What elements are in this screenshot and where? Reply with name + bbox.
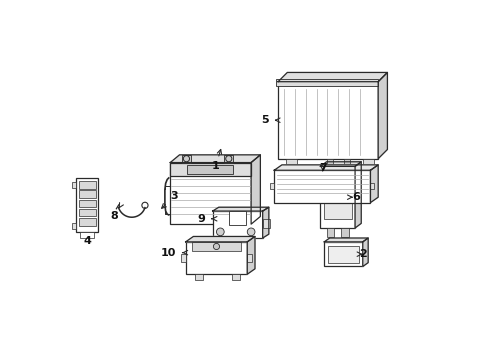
- Bar: [341, 228, 349, 237]
- Polygon shape: [247, 237, 255, 274]
- Circle shape: [213, 243, 220, 249]
- Bar: [274, 170, 370, 203]
- Bar: [370, 183, 374, 189]
- Bar: [78, 209, 96, 216]
- Bar: [80, 232, 94, 238]
- Bar: [270, 183, 274, 189]
- Bar: [186, 242, 247, 274]
- Bar: [324, 242, 363, 266]
- Polygon shape: [213, 207, 269, 211]
- Text: 4: 4: [83, 236, 91, 246]
- Bar: [323, 172, 352, 219]
- Bar: [171, 163, 251, 176]
- Polygon shape: [324, 238, 368, 242]
- Bar: [224, 155, 233, 163]
- Bar: [187, 165, 233, 174]
- Polygon shape: [251, 155, 260, 224]
- Polygon shape: [274, 165, 378, 170]
- Bar: [229, 211, 245, 225]
- Bar: [78, 181, 96, 189]
- Polygon shape: [370, 165, 378, 203]
- Circle shape: [247, 228, 255, 236]
- Polygon shape: [320, 162, 361, 166]
- Text: 2: 2: [357, 249, 367, 259]
- Bar: [363, 159, 373, 165]
- Bar: [276, 80, 378, 86]
- Bar: [327, 228, 334, 237]
- Text: 7: 7: [319, 163, 327, 173]
- Polygon shape: [355, 162, 361, 228]
- Bar: [322, 166, 354, 174]
- Text: 9: 9: [198, 214, 217, 224]
- Text: 3: 3: [162, 192, 178, 208]
- Polygon shape: [263, 207, 269, 238]
- Polygon shape: [363, 238, 368, 266]
- Bar: [232, 274, 240, 280]
- Bar: [320, 166, 355, 228]
- Text: 10: 10: [161, 248, 188, 258]
- Bar: [73, 182, 76, 188]
- Text: 8: 8: [110, 203, 123, 221]
- Bar: [343, 159, 350, 166]
- Bar: [181, 254, 186, 262]
- Polygon shape: [186, 237, 255, 242]
- Bar: [247, 254, 252, 262]
- Bar: [78, 190, 96, 198]
- Bar: [286, 159, 296, 165]
- Text: 5: 5: [261, 115, 280, 125]
- Bar: [278, 82, 378, 159]
- Bar: [328, 246, 359, 263]
- Bar: [327, 159, 333, 166]
- Bar: [195, 274, 203, 280]
- Bar: [76, 178, 98, 232]
- Polygon shape: [278, 72, 388, 82]
- Bar: [171, 163, 251, 224]
- Text: 6: 6: [347, 192, 360, 202]
- Bar: [78, 218, 96, 226]
- Bar: [263, 219, 270, 228]
- Polygon shape: [171, 155, 260, 163]
- Polygon shape: [378, 72, 388, 159]
- Circle shape: [217, 228, 224, 236]
- Bar: [78, 199, 96, 207]
- Bar: [213, 211, 263, 238]
- Bar: [182, 155, 191, 163]
- Bar: [73, 222, 76, 229]
- Bar: [192, 242, 241, 251]
- Text: 1: 1: [212, 149, 221, 171]
